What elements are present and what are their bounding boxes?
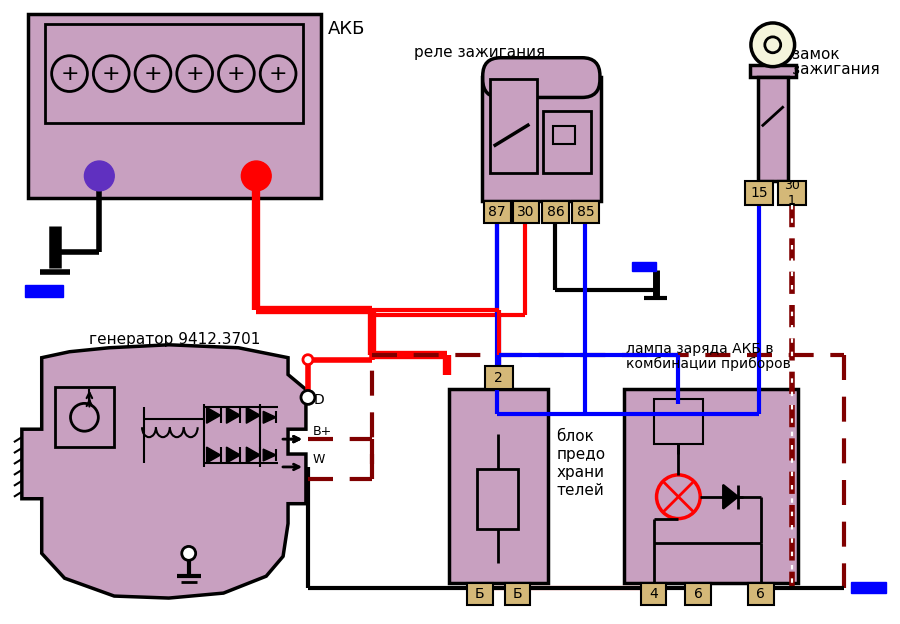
Polygon shape <box>207 407 220 423</box>
Text: 86: 86 <box>547 205 564 218</box>
Bar <box>641 583 667 605</box>
Bar <box>449 389 548 583</box>
FancyBboxPatch shape <box>482 58 600 97</box>
Text: блок: блок <box>556 429 594 444</box>
Text: 30
1: 30 1 <box>784 179 799 207</box>
Bar <box>482 77 601 201</box>
Bar <box>748 583 774 605</box>
Bar <box>55 388 114 447</box>
Bar <box>778 181 806 205</box>
Circle shape <box>303 354 313 364</box>
Text: +: + <box>102 64 121 84</box>
Circle shape <box>219 56 255 92</box>
Bar <box>851 582 886 593</box>
Text: 85: 85 <box>577 205 594 218</box>
Circle shape <box>85 161 114 191</box>
Text: храни: храни <box>556 465 604 480</box>
Text: зажигания: зажигания <box>792 62 879 77</box>
Bar <box>490 79 537 173</box>
Bar <box>505 583 530 605</box>
Text: Б: Б <box>475 587 484 601</box>
Text: лампа заряда АКБ в: лампа заряда АКБ в <box>626 342 773 356</box>
Circle shape <box>656 475 700 519</box>
Text: 6: 6 <box>694 587 703 601</box>
Text: предо: предо <box>556 447 606 462</box>
Bar <box>554 126 575 144</box>
Bar <box>624 389 797 583</box>
Bar <box>28 14 320 198</box>
Text: +: + <box>144 64 162 84</box>
Bar <box>485 366 512 389</box>
Circle shape <box>751 23 795 67</box>
Circle shape <box>182 547 195 560</box>
Text: комбинации приборов: комбинации приборов <box>626 357 790 371</box>
Circle shape <box>301 391 315 404</box>
Text: Б: Б <box>513 587 522 601</box>
Circle shape <box>765 37 780 53</box>
Polygon shape <box>227 407 240 423</box>
Text: замок: замок <box>792 47 840 62</box>
Text: 6: 6 <box>756 587 765 601</box>
Bar <box>544 111 591 173</box>
Polygon shape <box>207 447 220 463</box>
Text: 15: 15 <box>750 186 768 200</box>
Circle shape <box>176 56 212 92</box>
Text: W: W <box>313 452 325 466</box>
Bar <box>632 262 655 271</box>
Bar <box>45 24 303 124</box>
Polygon shape <box>247 447 260 463</box>
Bar <box>686 583 711 605</box>
Text: реле зажигания: реле зажигания <box>414 45 545 60</box>
Bar <box>653 399 703 444</box>
Bar <box>483 201 510 223</box>
Text: 30: 30 <box>518 205 535 218</box>
Polygon shape <box>263 449 276 461</box>
Text: +: + <box>60 64 79 84</box>
Bar <box>750 65 796 77</box>
Polygon shape <box>247 407 260 423</box>
Circle shape <box>51 56 87 92</box>
Text: +: + <box>185 64 204 84</box>
Text: АКБ: АКБ <box>328 20 365 38</box>
Text: 4: 4 <box>649 587 658 601</box>
Bar <box>512 201 539 223</box>
Bar <box>543 201 569 223</box>
Bar <box>25 285 63 297</box>
Circle shape <box>135 56 171 92</box>
Bar <box>572 201 598 223</box>
Circle shape <box>241 161 271 191</box>
Polygon shape <box>227 447 240 463</box>
Text: телей: телей <box>556 483 604 498</box>
Polygon shape <box>22 345 306 598</box>
Bar <box>745 181 773 205</box>
Text: D: D <box>314 394 325 407</box>
Circle shape <box>260 56 296 92</box>
Text: +: + <box>227 64 246 84</box>
Bar <box>467 583 492 605</box>
Text: генератор 9412.3701: генератор 9412.3701 <box>89 332 261 347</box>
Text: 87: 87 <box>489 205 506 218</box>
Circle shape <box>70 403 98 431</box>
Text: 2: 2 <box>494 371 503 384</box>
Polygon shape <box>263 411 276 423</box>
Text: B+: B+ <box>313 425 332 437</box>
Circle shape <box>94 56 129 92</box>
Text: +: + <box>269 64 287 84</box>
Polygon shape <box>723 485 738 509</box>
Bar <box>477 469 518 529</box>
Bar <box>758 77 788 181</box>
